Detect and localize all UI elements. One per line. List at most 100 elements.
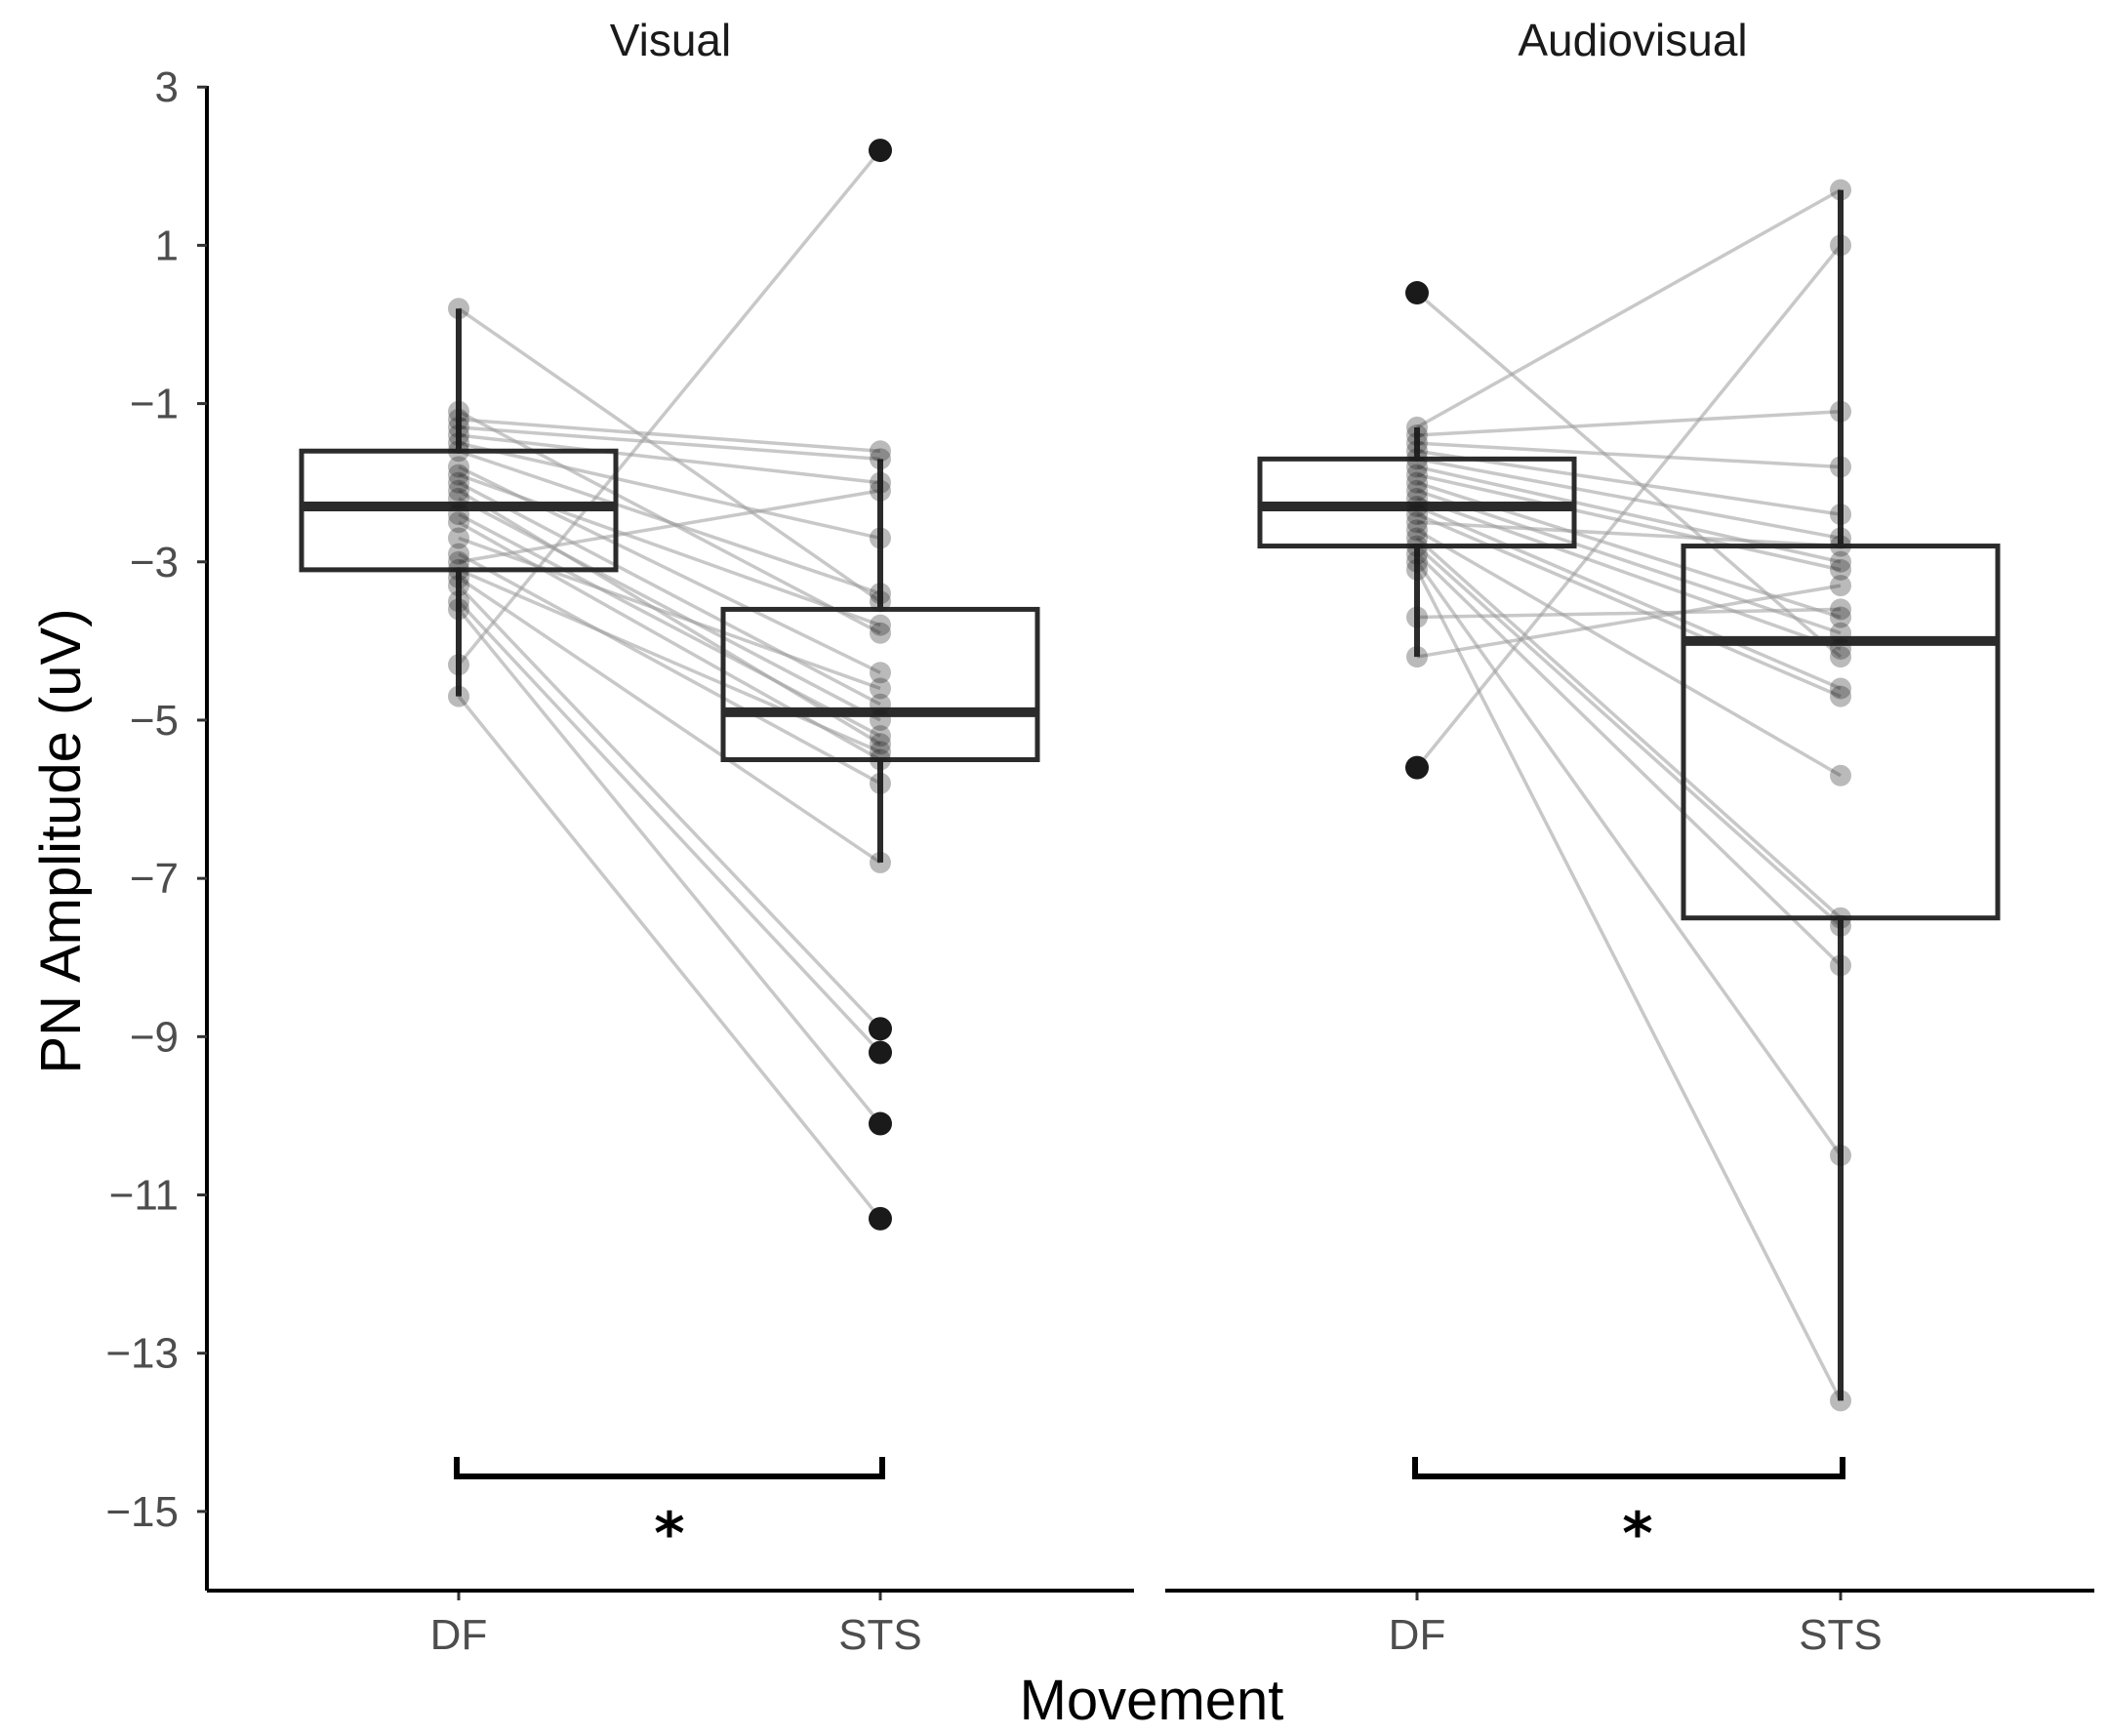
paired-line xyxy=(458,497,881,722)
data-point xyxy=(1830,504,1851,526)
data-point xyxy=(1406,527,1428,549)
data-point xyxy=(1406,448,1428,470)
paired-line xyxy=(458,481,881,707)
data-point xyxy=(870,708,891,731)
data-point xyxy=(448,432,469,455)
data-point xyxy=(1406,496,1428,518)
box-iqr xyxy=(1681,544,2001,921)
paired-line xyxy=(458,536,881,691)
data-point xyxy=(1406,487,1428,509)
data-point xyxy=(448,440,469,463)
paired-line xyxy=(458,489,881,564)
paired-line xyxy=(458,568,881,754)
data-point xyxy=(1406,756,1428,779)
data-point xyxy=(1406,543,1428,565)
paired-line xyxy=(458,552,881,786)
panel-title-audiovisual: Audiovisual xyxy=(1518,15,1747,65)
y-tick-label: 1 xyxy=(155,222,179,269)
data-point xyxy=(1830,558,1851,581)
data-point xyxy=(1830,677,1851,700)
x-tick-label-sts: STS xyxy=(838,1611,922,1659)
y-tick-label: −13 xyxy=(105,1330,179,1378)
x-tick-label-df: DF xyxy=(1389,1611,1446,1659)
data-point xyxy=(448,456,469,478)
data-point xyxy=(1406,424,1428,447)
data-point xyxy=(1830,527,1851,549)
data-point xyxy=(1830,606,1851,628)
data-point xyxy=(1406,646,1428,668)
data-point xyxy=(1406,440,1428,463)
paired-line xyxy=(458,418,881,453)
data-point xyxy=(870,440,891,463)
y-axis: 3 1 −1 −3 −5 −7 −9 −11 −13 −15 xyxy=(105,63,209,1591)
data-point xyxy=(448,558,469,581)
data-point xyxy=(1830,622,1851,644)
panel-visual: Visual * DF STS xyxy=(207,15,1134,1659)
data-points xyxy=(448,139,892,1231)
data-point xyxy=(1830,179,1851,201)
paired-line xyxy=(1415,569,1843,1402)
data-point xyxy=(1406,471,1428,494)
x-tick-label-df: DF xyxy=(430,1611,488,1659)
paired-line xyxy=(1415,560,1843,1156)
data-point xyxy=(1406,550,1428,573)
paired-line xyxy=(1416,520,1842,548)
x-tick-label-sts: STS xyxy=(1799,1611,1883,1659)
paired-line xyxy=(1416,607,1842,620)
data-point xyxy=(1406,504,1428,526)
paired-line xyxy=(458,425,881,462)
data-point xyxy=(1406,558,1428,581)
data-point xyxy=(870,471,891,494)
data-point xyxy=(448,408,469,430)
paired-line xyxy=(1416,472,1842,572)
data-point xyxy=(1406,432,1428,455)
data-point xyxy=(1830,598,1851,621)
bracket-line xyxy=(454,1457,885,1479)
paired-line xyxy=(1416,584,1842,659)
data-point xyxy=(870,590,891,613)
data-point xyxy=(870,662,891,684)
data-point xyxy=(870,693,891,715)
data-point xyxy=(1830,914,1851,937)
paired-line xyxy=(458,472,881,627)
paired-line xyxy=(1415,244,1843,769)
y-tick-label: 3 xyxy=(155,63,179,111)
data-point xyxy=(870,527,891,549)
paired-line xyxy=(1416,188,1842,429)
significance-label: * xyxy=(1622,1500,1652,1568)
paired-line xyxy=(458,489,881,746)
data-point xyxy=(870,583,891,605)
data-point xyxy=(448,575,469,597)
y-tick-label: −15 xyxy=(105,1488,179,1536)
x-ticks: DF STS xyxy=(430,1591,922,1659)
data-point xyxy=(1830,685,1851,707)
paired-line xyxy=(458,306,881,603)
y-tick-label: −9 xyxy=(130,1013,179,1061)
x-axis-title: Movement xyxy=(1020,1669,1284,1732)
data-point xyxy=(870,733,891,755)
data-point xyxy=(448,416,469,438)
data-point xyxy=(870,748,891,771)
paired-line xyxy=(458,441,881,541)
data-point xyxy=(448,464,469,486)
data-point xyxy=(870,725,891,747)
paired-line xyxy=(1416,505,1842,691)
data-point xyxy=(1830,907,1851,929)
data-point xyxy=(870,741,891,763)
data-point xyxy=(1406,416,1428,438)
y-tick-label: −11 xyxy=(109,1172,179,1220)
data-point xyxy=(1830,535,1851,557)
data-point xyxy=(448,527,469,549)
paired-lines xyxy=(1415,188,1843,1402)
y-tick-label: −3 xyxy=(130,539,179,586)
data-point xyxy=(1830,1144,1851,1166)
paired-line xyxy=(457,608,882,1125)
data-point xyxy=(448,471,469,494)
data-point xyxy=(870,479,891,502)
data-point xyxy=(1830,234,1851,257)
data-point xyxy=(870,614,891,636)
significance-label: * xyxy=(654,1500,684,1568)
data-point xyxy=(448,590,469,613)
data-point xyxy=(448,504,469,526)
data-point xyxy=(1830,400,1851,423)
